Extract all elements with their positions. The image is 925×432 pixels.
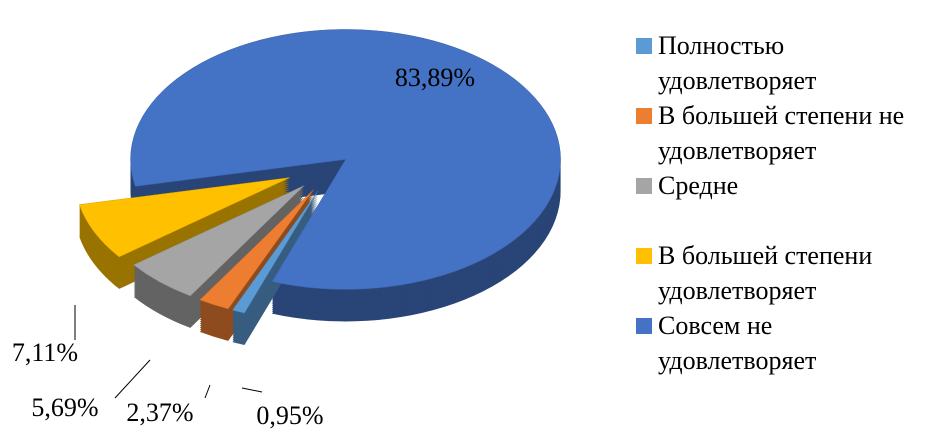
legend-item: Совсем не удовлетворяет (636, 308, 916, 378)
legend-item: Средне (636, 168, 916, 203)
legend-swatch (636, 108, 652, 124)
legend-swatch (636, 38, 652, 54)
legend-label: В большей степени удовлетворяет (658, 241, 873, 305)
leader-line (241, 387, 263, 393)
slice (199, 189, 314, 310)
data-label: 7,11% (12, 338, 78, 367)
data-label: 0,95% (256, 401, 323, 430)
legend-label: В большей степени не удовлетворяет (658, 101, 905, 165)
data-label: 2,37% (126, 398, 193, 427)
leader-line (204, 384, 211, 399)
legend-label: Средне (658, 171, 739, 200)
data-label: 5,69% (31, 393, 98, 422)
legend-item: В большей степени удовлетворяет (636, 238, 916, 308)
slice (232, 190, 319, 314)
leader-line (114, 359, 151, 399)
legend-swatch (636, 248, 652, 264)
legend-item: Полностью удовлетворяет (636, 28, 916, 98)
legend-swatch (636, 178, 652, 194)
legend-swatch (636, 318, 652, 334)
data-label: 83,89% (395, 63, 475, 92)
slice (78, 177, 290, 258)
legend-item: В большей степени не удовлетворяет (636, 98, 916, 168)
legend-label: Полностью удовлетворяет (658, 31, 817, 95)
slice (130, 29, 561, 290)
legend-label: Совсем не удовлетворяет (658, 311, 817, 375)
slice (133, 185, 305, 297)
